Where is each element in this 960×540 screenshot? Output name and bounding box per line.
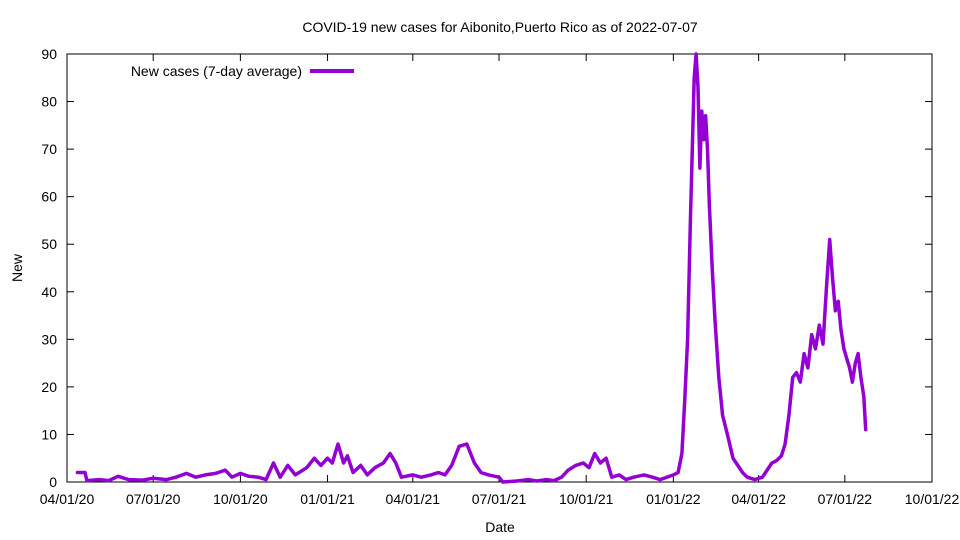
x-tick-label: 04/01/21 <box>386 491 441 507</box>
legend: New cases (7-day average) <box>131 63 354 79</box>
x-tick-label: 07/01/20 <box>126 491 181 507</box>
y-tick-label: 60 <box>41 189 57 205</box>
y-tick-label: 30 <box>41 331 57 347</box>
x-tick-label: 10/01/21 <box>559 491 614 507</box>
x-tick-label: 01/01/21 <box>300 491 355 507</box>
plot-area <box>66 53 933 483</box>
x-tick-label: 07/01/21 <box>472 491 527 507</box>
x-tick-label: 10/01/20 <box>213 491 268 507</box>
x-tick-label: 07/01/22 <box>818 491 873 507</box>
y-tick-label: 10 <box>41 426 57 442</box>
x-axis-ticks: 04/01/20 07/01/20 10/01/20 01/01/21 04/01/21… <box>40 54 960 507</box>
y-tick-label: 70 <box>41 141 57 157</box>
x-tick-label: 04/01/22 <box>731 491 786 507</box>
series-layer <box>75 52 868 484</box>
y-axis-label: New <box>9 253 25 282</box>
series-line-0 <box>75 52 868 484</box>
x-tick-label: 10/01/22 <box>905 491 960 507</box>
x-tick-label: 04/01/20 <box>40 491 95 507</box>
y-tick-label: 20 <box>41 379 57 395</box>
y-axis-ticks: 0 10 20 30 40 50 60 70 80 90 <box>41 46 932 490</box>
y-tick-label: 90 <box>41 46 57 62</box>
y-tick-label: 40 <box>41 284 57 300</box>
legend-entry-label: New cases (7-day average) <box>131 63 302 79</box>
x-tick-label: 01/01/22 <box>646 491 701 507</box>
chart-title: COVID-19 new cases for Aibonito,Puerto R… <box>302 19 698 35</box>
x-axis-label: Date <box>485 519 515 535</box>
y-tick-label: 80 <box>41 94 57 110</box>
y-tick-label: 50 <box>41 236 57 252</box>
y-tick-label: 0 <box>49 474 57 490</box>
